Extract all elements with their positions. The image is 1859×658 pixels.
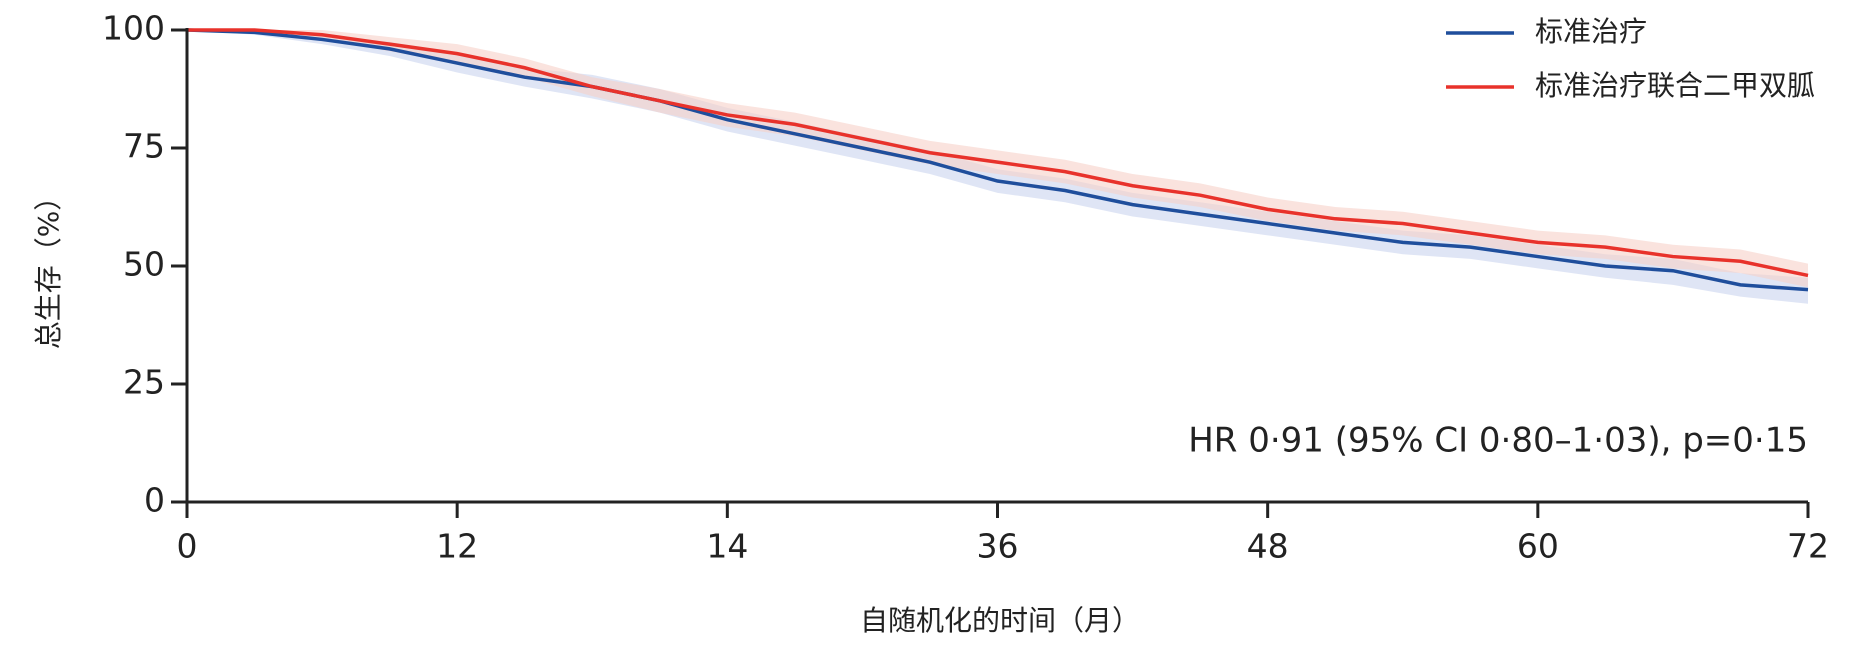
x-tick-label: 48 [1247,527,1289,566]
legend-label: 标准治疗联合二甲双胍 [1535,69,1815,102]
y-tick-label: 100 [102,9,165,48]
x-tick-label: 60 [1517,527,1559,566]
x-tick-label: 14 [706,527,748,566]
x-tick-label: 36 [977,527,1019,566]
annotation: HR 0·91 (95% CI 0·80–1·03), p=0·15 [1188,421,1808,461]
x-tick-label: 72 [1787,527,1829,566]
y-tick-label: 75 [123,127,165,166]
y-tick-label: 0 [144,481,165,520]
legend-label: 标准治疗 [1535,15,1647,48]
survival-line [187,28,1809,278]
x-tick-label: 12 [436,527,478,566]
x-tick-label: 0 [177,527,198,566]
y-tick-label: 25 [123,363,165,402]
x-axis-title: 自随机化的时间（月） [860,604,1140,637]
y-axis-title: 总生存（%） [32,183,65,350]
y-tick-label: 50 [123,245,165,284]
survival-line [186,28,1809,292]
